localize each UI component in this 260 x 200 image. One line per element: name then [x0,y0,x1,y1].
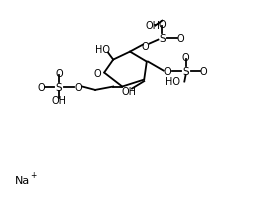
Text: OH: OH [122,86,137,96]
Text: O: O [164,66,171,76]
Text: S: S [182,66,189,76]
Text: Na: Na [15,175,30,185]
Text: O: O [37,82,45,92]
Text: HO: HO [165,76,180,86]
Text: O: O [142,41,149,51]
Text: O: O [159,20,166,30]
Text: O: O [199,66,207,76]
Text: +: + [30,170,36,179]
Text: O: O [55,68,63,78]
Text: S: S [159,33,166,43]
Text: O: O [74,82,82,92]
Text: HO: HO [95,44,110,54]
Text: O: O [176,33,184,43]
Text: OH: OH [145,21,160,30]
Text: O: O [182,52,190,62]
Text: O: O [94,68,101,78]
Text: OH: OH [51,95,66,105]
Text: S: S [56,82,62,92]
